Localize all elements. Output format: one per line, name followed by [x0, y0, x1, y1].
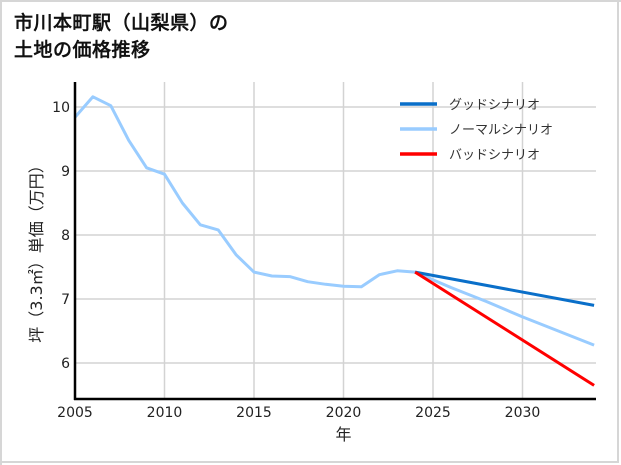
- x-axis-label: 年: [335, 425, 351, 444]
- x-tick-label: 2030: [505, 405, 541, 421]
- series-lines: [73, 95, 595, 387]
- x-tick-label: 2020: [326, 405, 362, 421]
- series-line-2: [414, 270, 595, 387]
- y-axis-label: 坪（3.3㎡）単価（万円）: [27, 157, 46, 342]
- chart-title: 市川本町駅（山梨県）の 土地の価格推移: [14, 10, 229, 64]
- y-tick-label: 8: [61, 228, 70, 244]
- axes: [73, 82, 596, 401]
- grid-lines: [75, 82, 596, 399]
- x-tick-label: 2015: [236, 405, 272, 421]
- x-tick-label: 2025: [415, 405, 451, 421]
- legend-label: ノーマルシナリオ: [449, 123, 553, 138]
- legend-label: バッドシナリオ: [449, 148, 540, 163]
- x-tick-label: 2010: [147, 405, 183, 421]
- x-tick-label: 2005: [57, 405, 93, 421]
- tick-labels: 2005 2010 2015 2020 2025 2030 6 7 8 9 10: [52, 100, 540, 421]
- chart-title-line2: 土地の価格推移: [14, 39, 151, 61]
- y-tick-label: 7: [61, 292, 70, 308]
- y-tick-label: 10: [52, 100, 70, 116]
- series-line-0: [414, 270, 595, 307]
- series-line-1: [73, 95, 595, 347]
- chart-title-line1: 市川本町駅（山梨県）の: [14, 12, 229, 34]
- legend-label: グッドシナリオ: [449, 98, 540, 113]
- y-tick-label: 9: [61, 164, 70, 180]
- frame-border-left: [0, 0, 2, 465]
- y-tick-label: 6: [61, 356, 70, 372]
- frame-border-top: [0, 0, 621, 2]
